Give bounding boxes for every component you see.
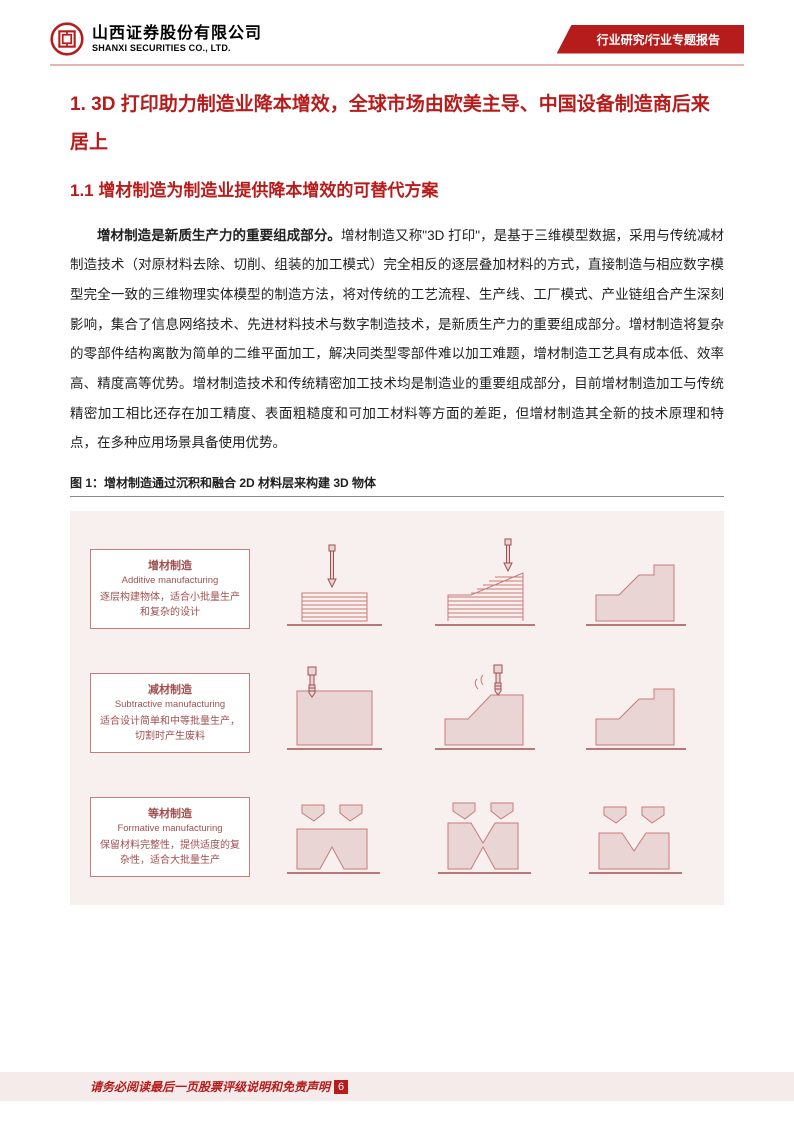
label-cn: 减材制造 bbox=[97, 682, 243, 699]
logo-area: 山西证券股份有限公司 SHANXI SECURITIES CO., LTD. bbox=[50, 22, 262, 56]
company-logo-icon bbox=[50, 22, 84, 56]
label-en: Subtractive manufacturing bbox=[97, 698, 243, 712]
label-en: Formative manufacturing bbox=[97, 822, 243, 836]
report-category-tag: 行业研究/行业专题报告 bbox=[557, 25, 744, 54]
label-cn: 等材制造 bbox=[97, 806, 243, 823]
figure-caption: 图 1：增材制造通过沉积和融合 2D 材料层来构建 3D 物体 bbox=[70, 474, 724, 497]
subtractive-stage-2 bbox=[413, 661, 552, 766]
company-name-cn: 山西证券股份有限公司 bbox=[92, 24, 262, 43]
section-heading-1-1: 1.1 增材制造为制造业提供降本增效的可替代方案 bbox=[70, 176, 724, 207]
label-desc: 保留材料完整性，提供适度的复杂性，适合大批量生产 bbox=[100, 840, 240, 866]
company-name: 山西证券股份有限公司 SHANXI SECURITIES CO., LTD. bbox=[92, 24, 262, 54]
company-name-en: SHANXI SECURITIES CO., LTD. bbox=[92, 43, 262, 54]
label-en: Additive manufacturing bbox=[97, 574, 243, 588]
label-cn: 增材制造 bbox=[97, 558, 243, 575]
subtractive-stage-1 bbox=[262, 661, 401, 766]
additive-stage-2 bbox=[413, 537, 552, 642]
para-emphasis: 增材制造是新质生产力的重要组成部分。 bbox=[97, 228, 341, 243]
body-paragraph: 增材制造是新质生产力的重要组成部分。增材制造又称"3D 打印"，是基于三维模型数… bbox=[70, 221, 724, 459]
additive-stage-3 bbox=[565, 537, 704, 642]
label-desc: 适合设计简单和中等批量生产，切割时产生废料 bbox=[100, 716, 240, 742]
row-label-additive: 增材制造 Additive manufacturing 逐层构建物体，适合小批量… bbox=[90, 549, 250, 630]
formative-stage-2 bbox=[413, 785, 552, 890]
para-body: 增材制造又称"3D 打印"，是基于三维模型数据，采用与传统减材制造技术（对原材料… bbox=[70, 228, 724, 451]
additive-stage-1 bbox=[262, 537, 401, 642]
row-label-formative: 等材制造 Formative manufacturing 保留材料完整性，提供适… bbox=[90, 797, 250, 878]
page-header: 山西证券股份有限公司 SHANXI SECURITIES CO., LTD. 行… bbox=[0, 0, 794, 64]
page-number: 6 bbox=[334, 1080, 348, 1094]
page-content: 1. 3D 打印助力制造业降本增效，全球市场由欧美主导、中国设备制造商后来居上 … bbox=[0, 66, 794, 905]
page-footer: 请务必阅读最后一页股票评级说明和免责声明 6 bbox=[0, 1072, 794, 1101]
manufacturing-comparison-diagram: 增材制造 Additive manufacturing 逐层构建物体，适合小批量… bbox=[70, 511, 724, 905]
formative-stage-3 bbox=[565, 785, 704, 890]
label-desc: 逐层构建物体，适合小批量生产和复杂的设计 bbox=[100, 592, 240, 618]
subtractive-stage-3 bbox=[565, 661, 704, 766]
formative-stage-1 bbox=[262, 785, 401, 890]
disclaimer-text: 请务必阅读最后一页股票评级说明和免责声明 bbox=[90, 1078, 330, 1095]
section-heading-1: 1. 3D 打印助力制造业降本增效，全球市场由欧美主导、中国设备制造商后来居上 bbox=[70, 86, 724, 162]
row-label-subtractive: 减材制造 Subtractive manufacturing 适合设计简单和中等… bbox=[90, 673, 250, 754]
